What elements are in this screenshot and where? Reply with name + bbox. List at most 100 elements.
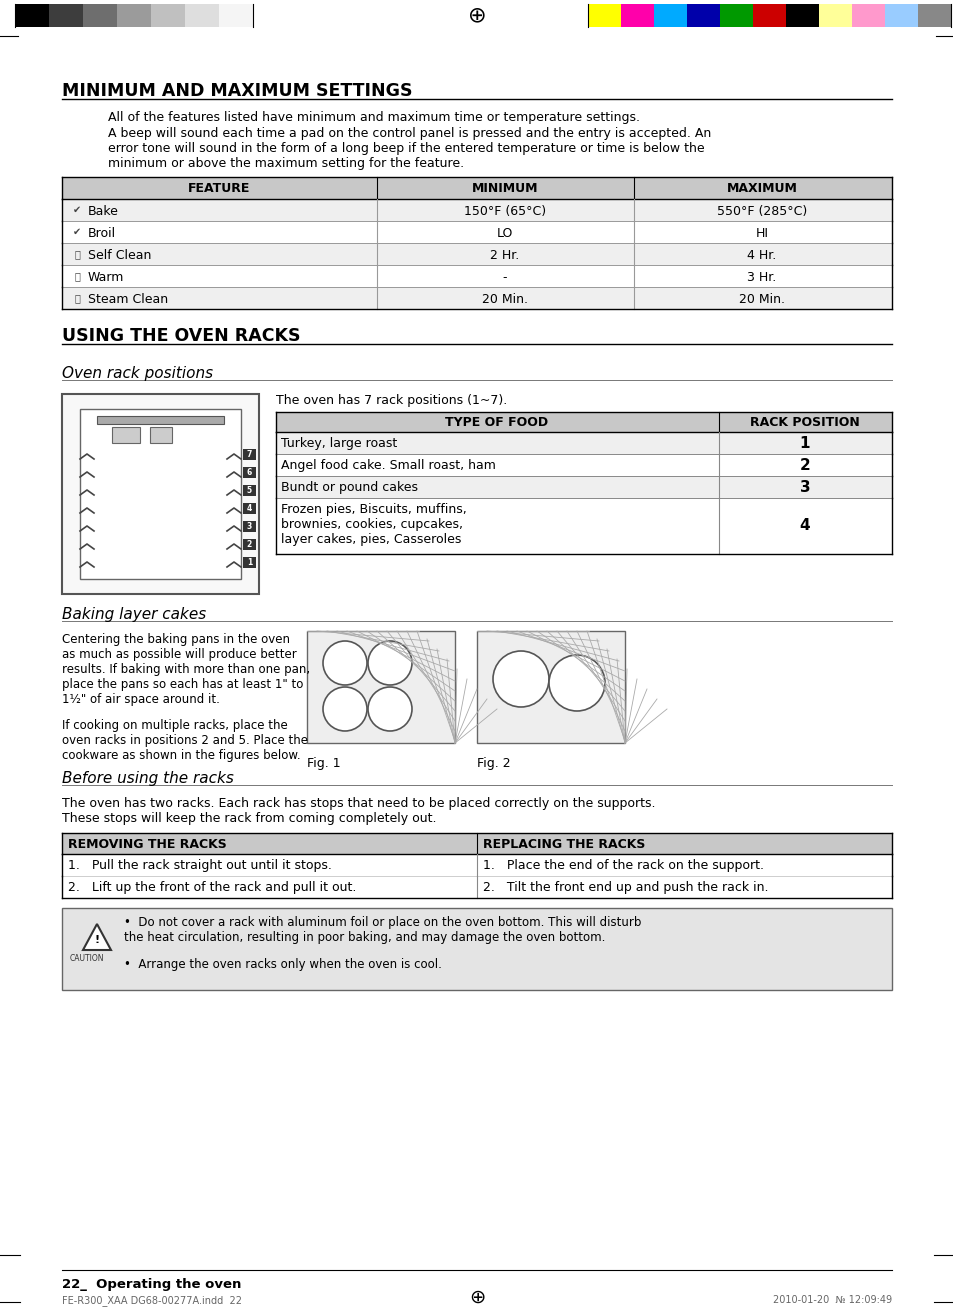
Circle shape [548,656,604,711]
Text: CAUTION: CAUTION [70,954,104,964]
Text: 2010-01-20  № 12:09:49: 2010-01-20 № 12:09:49 [772,1295,891,1304]
Bar [62,395,258,594]
Text: -: - [502,271,507,284]
Text: 5: 5 [247,486,252,496]
Bar [275,433,891,454]
Text: The oven has two racks. Each rack has stops that need to be placed correctly on : The oven has two racks. Each rack has st… [62,797,655,825]
Text: LO: LO [497,227,513,240]
Bar [243,539,255,551]
Text: 1.   Pull the rack straight out until it stops.: 1. Pull the rack straight out until it s… [68,859,332,872]
Bar [150,427,172,443]
Text: All of the features listed have minimum and maximum time or temperature settings: All of the features listed have minimum … [108,111,639,125]
Text: 1.   Place the end of the rack on the support.: 1. Place the end of the rack on the supp… [482,859,763,872]
Bar [62,222,891,243]
Text: Self Clean: Self Clean [88,249,152,262]
Text: If cooking on multiple racks, place the
oven racks in positions 2 and 5. Place t: If cooking on multiple racks, place the … [62,718,308,762]
Bar [62,876,891,898]
Text: Centering the baking pans in the oven
as much as possible will produce better
re: Centering the baking pans in the oven as… [62,633,310,707]
Bar [654,4,686,28]
Bar [62,832,891,853]
Bar [476,631,624,743]
Bar [884,4,917,28]
Text: Frozen pies, Biscuits, muffins,
brownies, cookies, cupcakes,
layer cakes, pies, : Frozen pies, Biscuits, muffins, brownies… [281,503,466,545]
Text: Warm: Warm [88,271,124,284]
Bar [275,498,891,555]
Bar [720,4,752,28]
Text: Bundt or pound cakes: Bundt or pound cakes [281,481,417,494]
Circle shape [493,652,548,707]
Text: 4 Hr.: 4 Hr. [746,249,776,262]
Bar [62,243,891,265]
Bar [151,4,185,28]
Text: MINIMUM AND MAXIMUM SETTINGS: MINIMUM AND MAXIMUM SETTINGS [62,83,412,100]
Text: 6: 6 [247,468,252,477]
Text: 2.   Tilt the front end up and push the rack in.: 2. Tilt the front end up and push the ra… [482,881,768,894]
Bar [275,476,891,498]
Text: 2.   Lift up the front of the rack and pull it out.: 2. Lift up the front of the rack and pul… [68,881,356,894]
Text: HI: HI [755,227,768,240]
Text: Baking layer cakes: Baking layer cakes [62,607,206,621]
Text: 7: 7 [247,450,252,459]
Text: 4: 4 [247,503,252,513]
Bar [62,287,891,309]
Circle shape [323,641,367,686]
Polygon shape [83,924,111,950]
Bar [49,4,83,28]
Bar [243,503,255,514]
Bar [587,4,620,28]
Text: 22_  Operating the oven: 22_ Operating the oven [62,1278,241,1291]
Text: Oven rack positions: Oven rack positions [62,366,213,382]
Text: 2: 2 [799,458,809,472]
Text: 2: 2 [247,540,252,549]
Text: Bake: Bake [88,205,119,218]
Text: ✔: ✔ [72,227,81,237]
Text: 550°F (285°C): 550°F (285°C) [716,205,806,218]
Bar [275,454,891,476]
Text: ⏱: ⏱ [74,271,80,281]
Bar [185,4,219,28]
Text: 4: 4 [799,518,809,534]
Bar [243,520,255,532]
Bar [62,853,891,876]
Bar [97,416,224,423]
Bar [219,4,253,28]
Text: 20 Min.: 20 Min. [739,292,784,305]
Text: REPLACING THE RACKS: REPLACING THE RACKS [482,838,644,851]
Bar [785,4,818,28]
Bar [275,412,891,433]
Bar [243,448,255,460]
Circle shape [368,687,412,732]
Text: The oven has 7 rack positions (1~7).: The oven has 7 rack positions (1~7). [275,395,507,406]
Text: 150°F (65°C): 150°F (65°C) [463,205,545,218]
Text: 3 Hr.: 3 Hr. [746,271,776,284]
Text: Steam Clean: Steam Clean [88,292,168,305]
Text: Fig. 2: Fig. 2 [476,756,510,770]
Bar [917,4,950,28]
Bar [243,557,255,568]
Bar [83,4,117,28]
Text: FE-R300_XAA DG68-00277A.indd  22: FE-R300_XAA DG68-00277A.indd 22 [62,1295,242,1306]
Bar [851,4,884,28]
Bar [62,199,891,222]
Circle shape [323,687,367,732]
Text: Fig. 1: Fig. 1 [307,756,340,770]
Bar [620,4,654,28]
Bar [117,4,151,28]
Bar [112,427,140,443]
Text: TYPE OF FOOD: TYPE OF FOOD [445,416,548,429]
Bar [62,265,891,287]
Text: ✔: ✔ [72,205,81,215]
Text: ⊕: ⊕ [467,5,486,25]
Bar [818,4,851,28]
Bar [243,485,255,496]
Bar [752,4,785,28]
Text: MINIMUM: MINIMUM [471,182,537,195]
Text: 1: 1 [247,558,252,566]
Bar [15,4,49,28]
Text: RACK POSITION: RACK POSITION [749,416,859,429]
Text: 2 Hr.: 2 Hr. [490,249,519,262]
Text: Before using the racks: Before using the racks [62,771,233,787]
Text: 20 Min.: 20 Min. [481,292,527,305]
Text: ⏱: ⏱ [74,292,80,303]
Text: Turkey, large roast: Turkey, large roast [281,437,396,450]
